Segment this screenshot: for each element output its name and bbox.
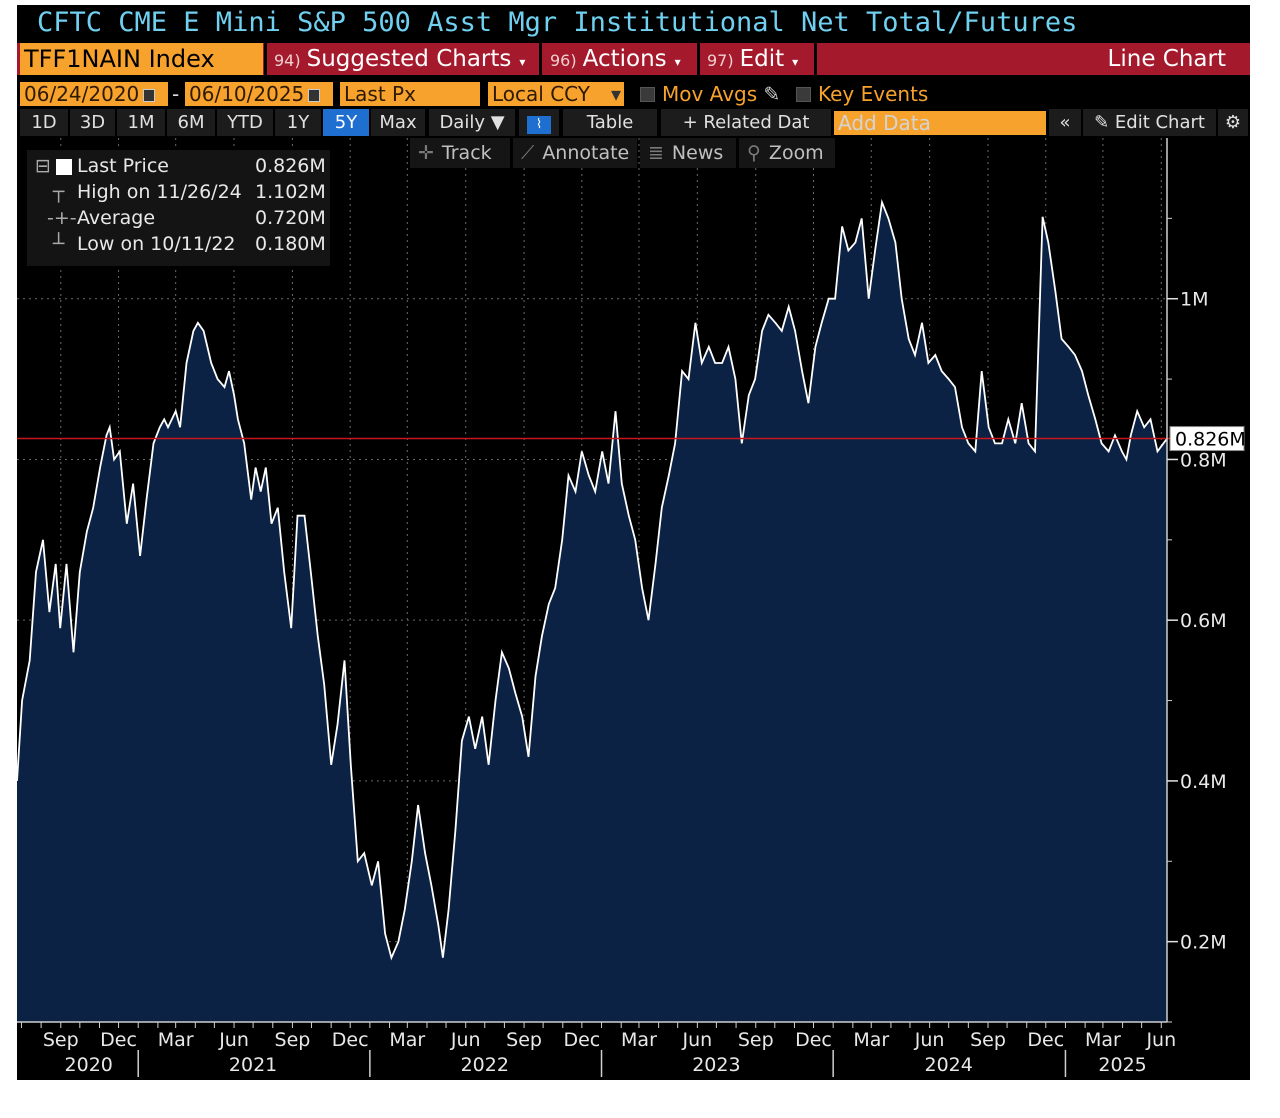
legend-value: 0.720M	[255, 206, 326, 231]
series-swatch	[56, 159, 72, 175]
average-marker-icon: -+-	[47, 206, 77, 231]
annotate-button[interactable]: ⟋ Annotate	[513, 138, 637, 168]
legend-label: Average	[77, 206, 155, 231]
x-tick-label: Jun	[450, 1029, 481, 1051]
x-axis: Sep Dec Mar Jun Sep Dec Mar Jun Sep Dec Mar Jun Sep D…	[17, 1022, 1176, 1077]
x-year-label: 2020	[65, 1054, 113, 1076]
legend-average: -+- Average 0.720M	[27, 206, 330, 231]
y-tick-label: 0.8M	[1180, 449, 1227, 471]
x-tick-label: Dec	[563, 1029, 600, 1051]
y-tick-label: 0.4M	[1180, 771, 1227, 793]
x-tick-label: Mar	[158, 1029, 194, 1051]
last-price-label: 0.826M	[1175, 429, 1246, 451]
crosshair-icon: ✛	[418, 142, 434, 164]
track-label: Track	[442, 142, 492, 164]
x-tick-label: Sep	[275, 1029, 311, 1051]
legend-high: ┬ High on 11/26/24 1.102M	[27, 180, 330, 205]
zoom-button[interactable]: ⚲ Zoom	[739, 138, 835, 168]
low-marker-icon: ┴	[53, 232, 64, 257]
x-tick-label: Mar	[853, 1029, 889, 1051]
bloomberg-terminal-window: CFTC CME E Mini S&P 500 Asst Mgr Institu…	[17, 5, 1250, 1080]
zoom-label: Zoom	[769, 142, 824, 164]
legend-last-price[interactable]: ⊟ Last Price 0.826M	[27, 154, 330, 179]
y-tick-label: 0.6M	[1180, 610, 1227, 632]
y-tick-label: 1M	[1180, 289, 1208, 311]
x-tick-label: Mar	[389, 1029, 425, 1051]
x-tick-label: Jun	[1145, 1029, 1176, 1051]
y-axis: 0.2M 0.4M 0.6M 0.8M 1M	[1167, 138, 1227, 1022]
x-tick-label: Jun	[914, 1029, 945, 1051]
x-tick-label: Sep	[506, 1029, 542, 1051]
x-tick-label: Jun	[682, 1029, 713, 1051]
track-button[interactable]: ✛ Track	[410, 138, 510, 168]
y-tick-label: 0.2M	[1180, 932, 1227, 954]
high-marker-icon: ┬	[53, 180, 64, 205]
x-tick-label: Dec	[795, 1029, 832, 1051]
legend-low: ┴ Low on 10/11/22 0.180M	[27, 232, 330, 257]
magnifier-icon: ⚲	[747, 142, 761, 164]
x-tick-label: Mar	[621, 1029, 657, 1051]
news-label: News	[672, 142, 723, 164]
legend-label: Low on 10/11/22	[77, 232, 236, 257]
annotate-label: Annotate	[542, 142, 629, 164]
x-tick-label: Dec	[100, 1029, 137, 1051]
legend-label: High on 11/26/24	[77, 180, 242, 205]
last-price-label-group: 0.826M	[1170, 427, 1246, 451]
legend-value: 1.102M	[255, 180, 326, 205]
x-year-label: 2021	[229, 1054, 277, 1076]
legend-value: 0.180M	[255, 232, 326, 257]
x-year-label: 2024	[924, 1054, 972, 1076]
legend-label: Last Price	[77, 154, 169, 179]
news-button[interactable]: ≣ News	[640, 138, 736, 168]
x-tick-label: Dec	[1027, 1029, 1064, 1051]
x-tick-label: Sep	[738, 1029, 774, 1051]
annotate-icon: ⟋	[521, 142, 534, 164]
x-year-label: 2023	[692, 1054, 740, 1076]
news-icon: ≣	[648, 142, 664, 164]
x-tick-label: Sep	[970, 1029, 1006, 1051]
x-tick-label: Sep	[43, 1029, 79, 1051]
collapse-tree-icon[interactable]: ⊟	[35, 154, 51, 179]
x-tick-label: Jun	[218, 1029, 249, 1051]
x-tick-label: Dec	[332, 1029, 369, 1051]
x-year-label: 2025	[1098, 1054, 1146, 1076]
legend-value: 0.826M	[255, 154, 326, 179]
x-year-label: 2022	[461, 1054, 509, 1076]
x-tick-label: Mar	[1085, 1029, 1121, 1051]
series-area-fill	[17, 202, 1167, 1022]
chart-legend: ⊟ Last Price 0.826M ┬ High on 11/26/24 1…	[27, 150, 330, 266]
